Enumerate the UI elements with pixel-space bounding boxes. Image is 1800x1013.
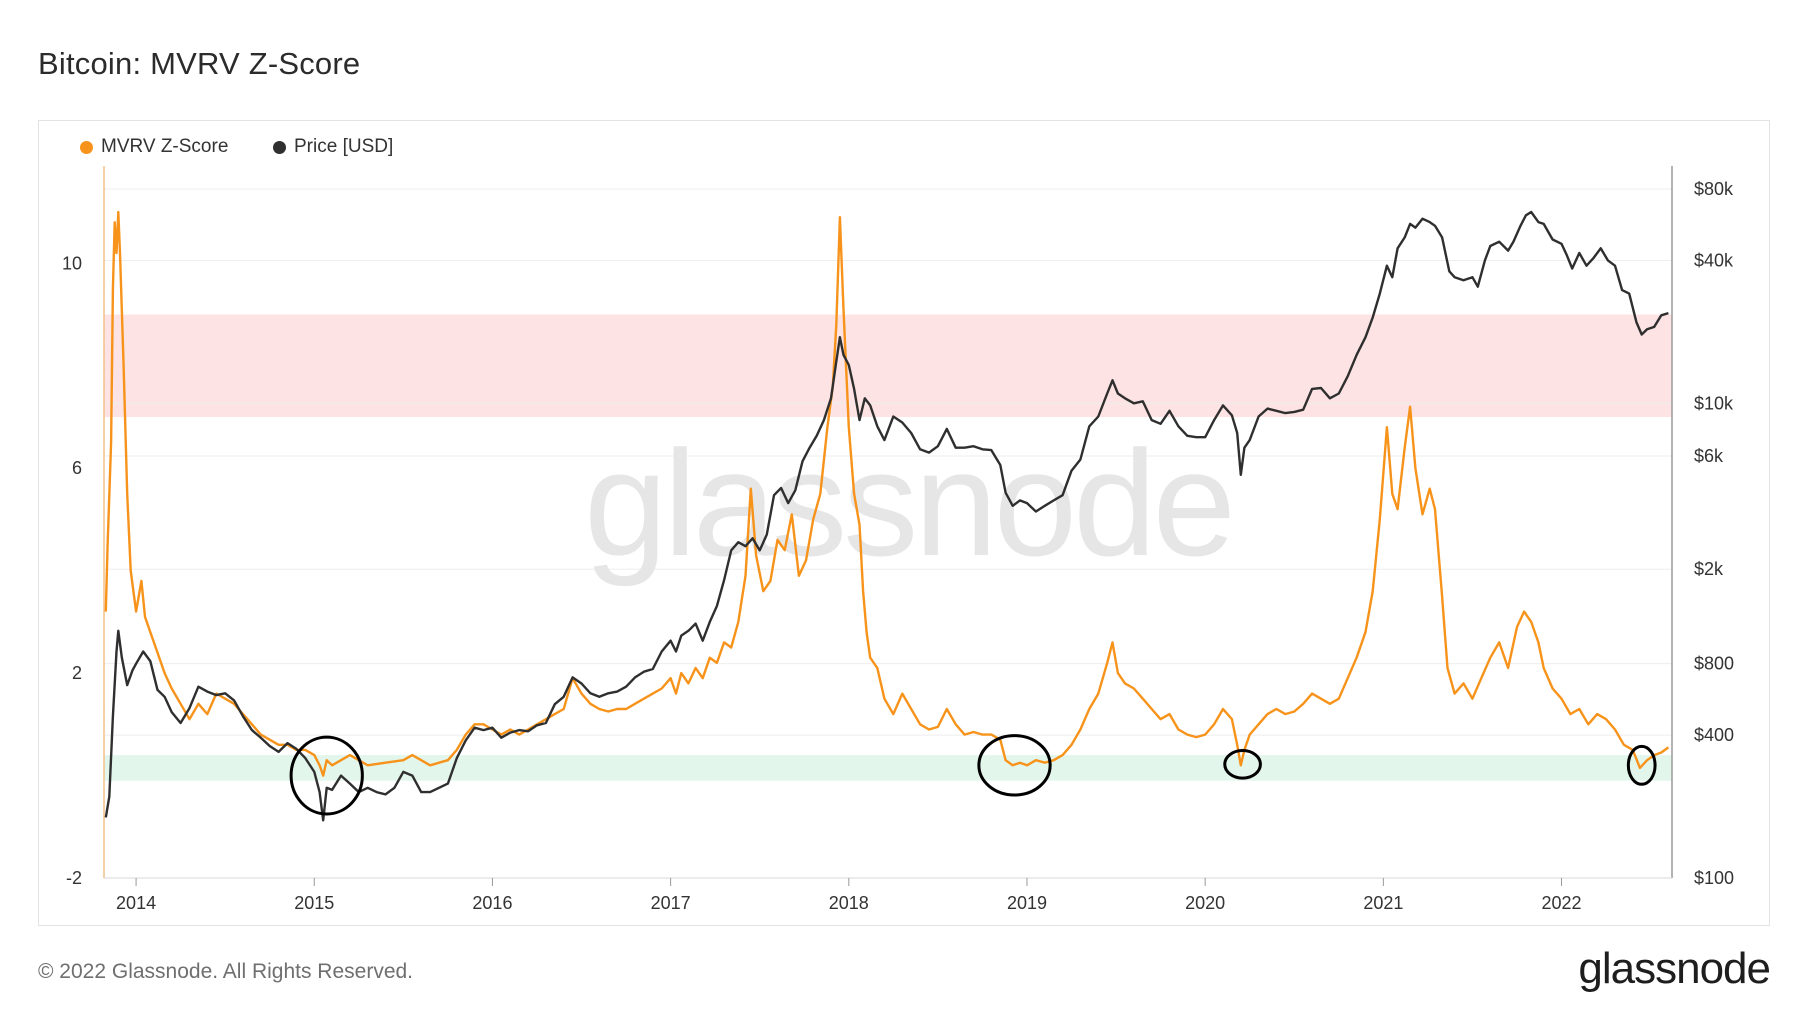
left-tick-label--2: -2 xyxy=(66,868,82,888)
right-tick-label-$2k: $2k xyxy=(1694,559,1724,579)
right-tick-label-$6k: $6k xyxy=(1694,446,1724,466)
legend-label-zscore: MVRV Z-Score xyxy=(101,136,229,157)
x-tick-label-2015: 2015 xyxy=(294,893,334,913)
right-tick-label-$100: $100 xyxy=(1694,868,1734,888)
x-tick-label-2019: 2019 xyxy=(1007,893,1047,913)
chart-frame xyxy=(38,120,1770,926)
glassnode-logo[interactable]: glassnode xyxy=(1578,944,1771,993)
x-tick-label-2016: 2016 xyxy=(472,893,512,913)
page-title: Bitcoin: MVRV Z-Score xyxy=(38,46,361,81)
right-tick-label-$10k: $10k xyxy=(1694,393,1734,413)
band-undervalued xyxy=(104,755,1672,781)
right-tick-label-$800: $800 xyxy=(1694,654,1734,674)
left-tick-label-6: 6 xyxy=(72,458,82,478)
series-line-zscore xyxy=(104,210,1670,777)
annotation-circle-1 xyxy=(289,735,364,816)
right-tick-label-$80k: $80k xyxy=(1694,179,1734,199)
legend-item-zscore[interactable]: MVRV Z-Score xyxy=(80,136,228,158)
legend-item-price[interactable]: Price [USD] xyxy=(273,136,393,158)
left-tick-label-10: 10 xyxy=(62,253,82,273)
legend-label-price: Price [USD] xyxy=(294,136,394,157)
band-overvalued xyxy=(104,314,1672,417)
legend-dot-price xyxy=(273,140,286,154)
right-tick-label-$40k: $40k xyxy=(1694,250,1734,270)
copyright-text: © 2022 Glassnode. All Rights Reserved. xyxy=(38,960,414,983)
annotation-circle-3 xyxy=(1223,748,1262,780)
x-tick-label-2014: 2014 xyxy=(116,893,156,913)
watermark-text: glassnode xyxy=(584,419,1232,587)
x-tick-label-2018: 2018 xyxy=(829,893,869,913)
annotation-circle-4 xyxy=(1626,744,1657,786)
x-tick-label-2022: 2022 xyxy=(1542,893,1582,913)
annotation-circle-2 xyxy=(977,734,1052,797)
left-tick-label-2: 2 xyxy=(72,663,82,683)
series-line-price xyxy=(104,210,1669,822)
x-tick-label-2017: 2017 xyxy=(651,893,691,913)
right-tick-label-$400: $400 xyxy=(1694,725,1734,745)
legend-dot-zscore xyxy=(80,140,93,154)
x-tick-label-2020: 2020 xyxy=(1185,893,1225,913)
x-tick-label-2021: 2021 xyxy=(1363,893,1403,913)
